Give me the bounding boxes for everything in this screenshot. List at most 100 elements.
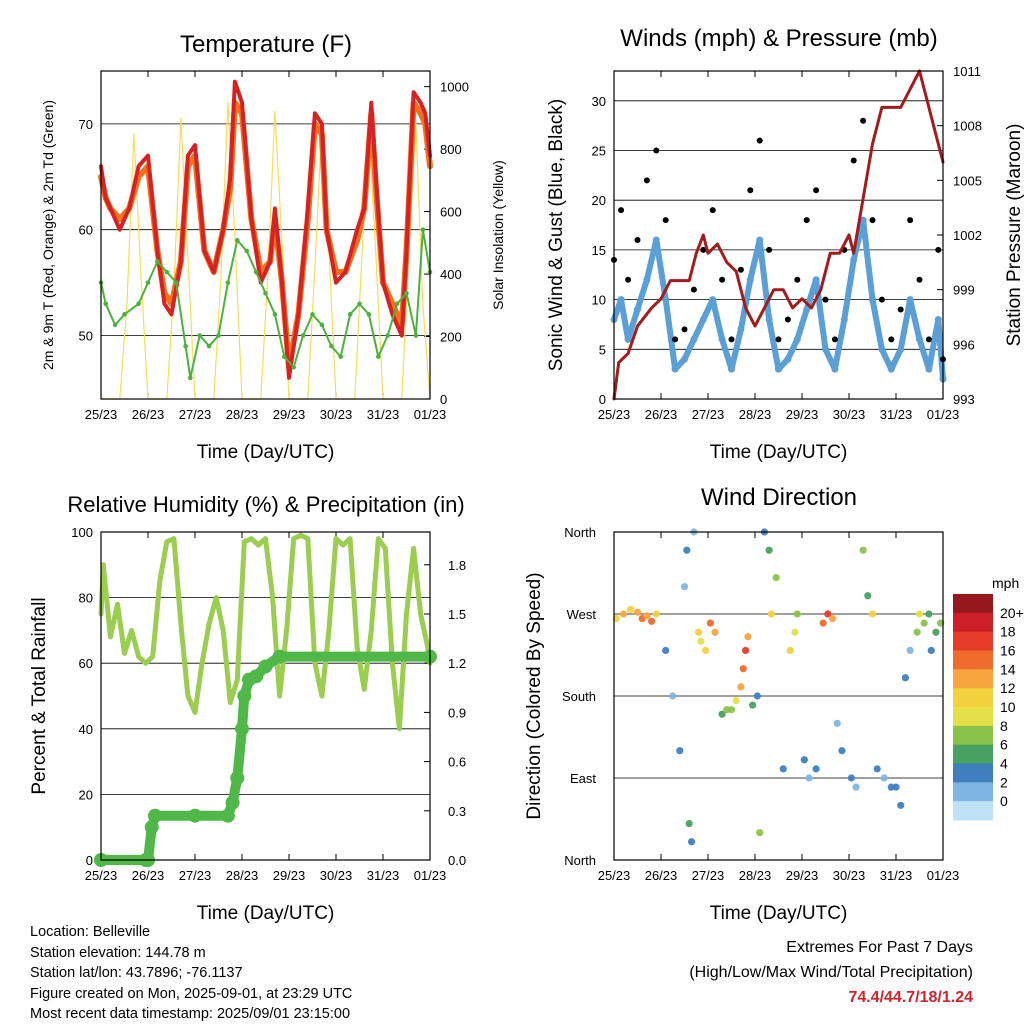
wind-point [925,365,933,373]
dewpoint-point [263,290,268,296]
direction-point [925,610,933,618]
precip-point [258,659,273,674]
direction-point [742,646,750,655]
wind-point [775,365,782,373]
y-axis-label: Sonic Wind & Gust (Blue, Black) [546,99,567,371]
y2-tick-label: 1002 [953,228,982,243]
x-tick-label: 27/23 [692,407,725,422]
colorbar-swatch [953,594,993,614]
wind-point [709,296,717,304]
y-tick-label: 25 [592,144,606,159]
gust-point [935,246,942,253]
x-tick-label: 30/23 [833,868,866,883]
x-tick-label: 30/23 [320,407,353,422]
plot-border [100,70,431,400]
x-tick-label: 25/23 [598,868,631,883]
dewpoint-point [197,333,202,338]
colorbar-swatch [953,612,993,633]
direction-point [749,701,757,709]
direction-point [915,610,924,618]
wind-point [878,345,886,353]
wind-point [850,256,858,264]
direction-point [892,783,900,791]
x-tick-label: 31/23 [880,868,913,883]
colorbar-swatch [953,688,993,708]
wind-point [699,315,707,323]
gust-point [681,326,688,333]
wind-point [671,365,679,373]
direction-point [727,706,736,714]
direction-point [927,646,935,655]
wind-point [916,335,923,343]
gust-point [822,296,829,303]
direction-point [737,683,745,691]
x-axis-label: Time (Day/UTC) [197,442,335,463]
precip-point [237,689,252,703]
wind-point [643,276,651,284]
colorbar-swatch [953,725,993,746]
direction-point [786,646,794,655]
x-tick-label: 27/23 [179,407,212,422]
dewpoint-point [366,312,372,317]
dewpoint-point [291,364,297,370]
dewpoint-point [188,375,193,381]
x-tick-label: 29/23 [273,868,306,883]
gust-point [794,276,801,283]
gust-point [897,306,904,313]
dewpoint-point [385,333,391,338]
wind-point [822,345,829,353]
direction-point [669,692,677,700]
y2-tick-label: 1005 [953,173,982,188]
direction-point [697,637,705,645]
plot-border [613,70,944,400]
pressure-line [612,69,945,401]
gust-point [690,286,697,293]
y2-tick-label: 400 [440,267,462,282]
y-tick-label: 80 [79,591,93,606]
wind-point [934,315,942,323]
direction-point [732,696,740,705]
gust-point [719,276,726,283]
gust-point [803,217,810,224]
direction-point [913,628,921,636]
y-tick-label: 50 [79,329,93,344]
y2-tick-label: 1.2 [448,656,466,671]
x-tick-label: 01/23 [927,868,960,883]
y-tick-label: 5 [599,342,606,357]
gust-point [653,147,660,154]
y-tick-label: 20 [592,193,606,208]
direction-point [711,628,719,636]
dewpoint-point [216,333,221,338]
wind-point [803,306,811,314]
dewpoint-point [206,343,212,349]
y-tick-label: North [564,525,596,540]
direction-point [685,819,693,828]
direction-point [793,610,801,618]
figure-created: Figure created on Mon, 2025-09-01, at 23… [30,985,353,1002]
x-tick-label: 31/23 [880,407,913,422]
y2-tick-label: 0.6 [448,755,466,770]
precip-point [225,795,240,810]
dewpoint-point [420,227,426,233]
direction-point [864,592,872,600]
gust-point [850,157,857,164]
direction-point [772,573,780,582]
colorbar-label: 14 [1000,661,1016,677]
dewpoint-point [310,312,315,317]
colorbar-label: 6 [1000,737,1008,753]
precip-point [272,649,287,664]
direction-point [800,756,808,764]
precip-point [249,669,264,684]
y2-tick-label: 1.8 [448,558,466,573]
station-info: Location: Belleville Station elevation: … [30,922,352,1025]
direction-point [744,633,752,641]
colorbar-unit: mph [992,575,1019,591]
x-tick-label: 29/23 [786,407,819,422]
colorbar-label: 20+ [1000,605,1024,621]
wind-point [634,306,641,314]
wind-point [869,296,876,304]
direction-point [695,628,703,636]
y-tick-label: 15 [592,243,606,258]
colorbar-label: 18 [1000,624,1016,640]
gust-point [916,276,923,283]
